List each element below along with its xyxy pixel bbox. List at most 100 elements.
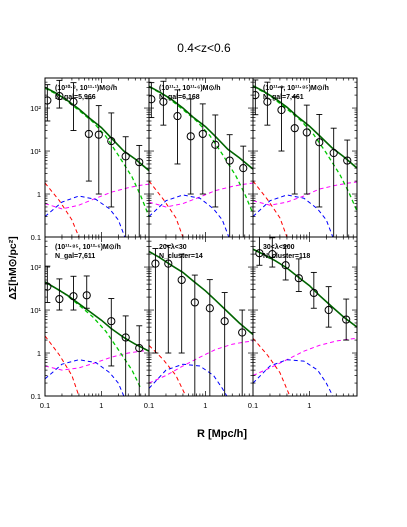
data-point bbox=[315, 138, 324, 147]
data-point bbox=[302, 128, 311, 137]
data-point bbox=[177, 275, 186, 285]
y-tick-label: 10¹ bbox=[30, 306, 41, 315]
panel-label-line: (10¹¹·⁸⁵, 10¹²·⁶)M⊙/h bbox=[55, 244, 121, 251]
data-point bbox=[290, 124, 299, 133]
miscentering-curve bbox=[253, 337, 291, 396]
data-point bbox=[186, 132, 195, 141]
data-point bbox=[45, 96, 52, 105]
data-point bbox=[159, 97, 168, 106]
panel-1: (10¹⁰·⁸, 10¹¹·¹)M⊙/h N_gal=5,966 bbox=[44, 77, 150, 238]
data-point bbox=[343, 156, 352, 165]
panel-label-line: (10¹¹·⁶, 10¹¹·⁸⁵)M⊙/h bbox=[263, 85, 329, 92]
two-halo-curve bbox=[149, 340, 253, 384]
two-halo-curve bbox=[149, 182, 253, 208]
data-point bbox=[164, 259, 173, 268]
data-point bbox=[45, 282, 52, 291]
data-point bbox=[329, 148, 338, 158]
data-point bbox=[263, 97, 272, 106]
data-point bbox=[121, 152, 130, 161]
data-point bbox=[268, 250, 277, 259]
data-point bbox=[220, 317, 229, 326]
data-point bbox=[211, 140, 220, 149]
one-halo-curve bbox=[45, 87, 149, 217]
offset-curve bbox=[253, 194, 334, 237]
offset-curve bbox=[45, 195, 126, 237]
panel-label-line: 30<λ<200 bbox=[263, 243, 295, 251]
two-halo-curve bbox=[45, 183, 149, 210]
panel-frame bbox=[252, 77, 358, 238]
panel-label: (10¹¹·⁶, 10¹¹·⁸⁵)M⊙/h N_gal=7,461 bbox=[263, 85, 329, 101]
figure-title: 0.4<z<0.6 bbox=[177, 41, 231, 55]
panel-label: (10¹⁰·⁸, 10¹¹·¹)M⊙/h N_gal=5,966 bbox=[55, 84, 117, 101]
total-model-curve bbox=[253, 248, 357, 328]
panel-6: 30<λ<200 N_cluster=118 bbox=[252, 236, 358, 397]
x-tick-label: 1 bbox=[203, 401, 207, 410]
data-point bbox=[309, 288, 318, 298]
panel-label-line: (10¹¹·¹, 10¹¹·⁶)M⊙/h bbox=[159, 85, 221, 92]
offset-curve bbox=[45, 359, 125, 396]
data-point bbox=[281, 261, 290, 270]
y-tick-label: 1 bbox=[37, 349, 41, 358]
data-point bbox=[151, 259, 160, 268]
panel-3: (10¹¹·⁶, 10¹¹·⁸⁵)M⊙/h N_gal=7,461 bbox=[252, 77, 358, 238]
one-halo-curve bbox=[149, 86, 253, 214]
data-point bbox=[94, 130, 103, 139]
panel-label-line: N_gal=7,461 bbox=[263, 94, 304, 101]
data-point bbox=[190, 298, 199, 307]
x-tick-label: 1 bbox=[307, 401, 311, 410]
y-tick-label: 10² bbox=[30, 104, 41, 113]
data-point bbox=[82, 291, 91, 300]
panel-label-line: N_gal=7,611 bbox=[55, 253, 95, 260]
panel-label: (10¹¹·¹, 10¹¹·⁶)M⊙/h N_gal=6,168 bbox=[159, 85, 221, 101]
data-point bbox=[324, 305, 333, 315]
miscentering-curve bbox=[149, 180, 184, 237]
data-point bbox=[255, 249, 264, 258]
panels: (10¹⁰·⁸, 10¹¹·¹)M⊙/h N_gal=5,966 (10¹¹·¹, … bbox=[44, 77, 358, 397]
data-point bbox=[69, 292, 78, 301]
panel-2: (10¹¹·¹, 10¹¹·⁶)M⊙/h N_gal=6,168 bbox=[148, 77, 254, 238]
data-point bbox=[121, 333, 130, 342]
plot-area bbox=[45, 79, 149, 237]
y-tick-label: 1 bbox=[37, 190, 41, 199]
panel-label-line: 20<λ<30 bbox=[159, 243, 187, 251]
data-point bbox=[135, 344, 144, 353]
panel-label-line: N_cluster=118 bbox=[263, 253, 310, 260]
two-halo-curve bbox=[253, 337, 357, 376]
miscentering-curve bbox=[253, 180, 288, 237]
y-tick-label: 10² bbox=[30, 263, 41, 272]
panel-label-line: (10¹⁰·⁸, 10¹¹·¹)M⊙/h bbox=[55, 84, 117, 92]
data-point bbox=[55, 91, 64, 101]
offset-curve bbox=[149, 363, 228, 396]
data-point bbox=[69, 97, 78, 106]
offset-curve bbox=[149, 194, 230, 237]
data-point bbox=[238, 328, 247, 337]
y-axis-label-group: ΔΣ[hM⊙/pc²] bbox=[7, 236, 19, 299]
data-point bbox=[294, 274, 303, 283]
panel-label: 30<λ<200 N_cluster=118 bbox=[263, 243, 310, 260]
data-point bbox=[149, 95, 156, 104]
data-point bbox=[225, 156, 234, 165]
y-axis-label: ΔΣ[hM⊙/pc²] bbox=[7, 236, 19, 299]
plot-area bbox=[253, 79, 357, 237]
panel-frame bbox=[252, 236, 358, 397]
data-point bbox=[198, 129, 207, 139]
panel-label: 20<λ<30 N_cluster=14 bbox=[159, 243, 203, 260]
data-point bbox=[253, 91, 260, 100]
data-point bbox=[342, 315, 351, 324]
data-point bbox=[84, 129, 93, 139]
panel-label-line: N_gal=5,966 bbox=[55, 94, 96, 101]
panel-4: (10¹¹·⁸⁵, 10¹²·⁶)M⊙/h N_gal=7,611 bbox=[44, 236, 150, 397]
panel-label: (10¹¹·⁸⁵, 10¹²·⁶)M⊙/h N_gal=7,611 bbox=[55, 244, 121, 260]
miscentering-curve bbox=[45, 182, 80, 237]
x-tick-label: 0.1 bbox=[40, 401, 50, 410]
data-point bbox=[55, 294, 64, 304]
data-point bbox=[239, 164, 248, 173]
plot-area bbox=[149, 80, 253, 237]
data-point bbox=[107, 317, 116, 326]
y-tick-label: 0.1 bbox=[31, 233, 41, 242]
miscentering-curve bbox=[45, 335, 80, 396]
panel-label-line: N_gal=6,168 bbox=[159, 94, 200, 101]
y-tick-label: 0.1 bbox=[31, 392, 41, 401]
axis-tick-labels: 0.1 1 0.1 1 0.1 1 0.1 1 10¹ 10² 0.1 1 10¹ 10² bbox=[30, 104, 311, 410]
